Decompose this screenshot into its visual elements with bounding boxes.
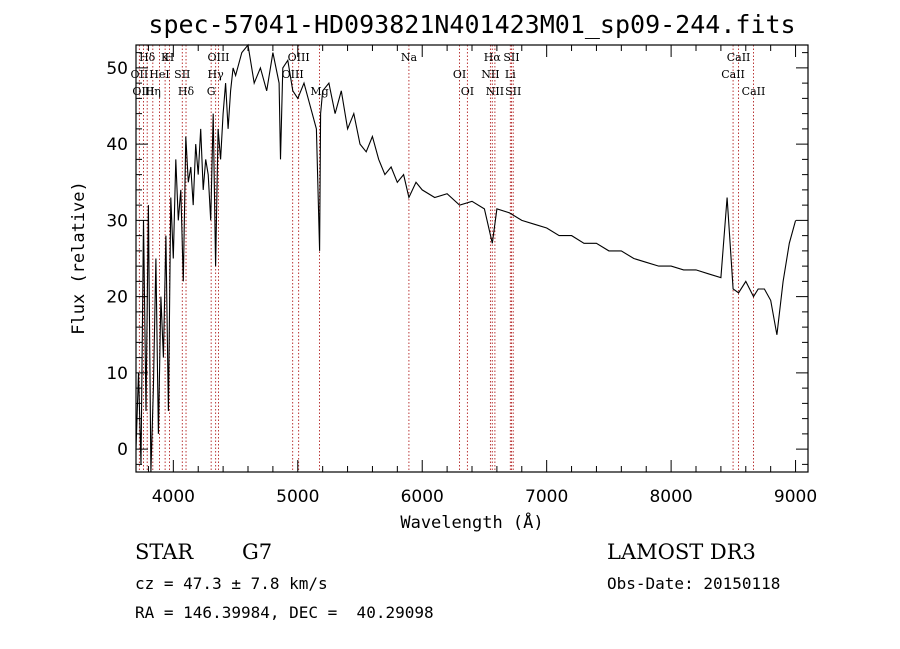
line-label: Hδ: [178, 85, 195, 98]
line-label: Hγ: [208, 68, 225, 81]
x-tick-label: 9000: [774, 487, 817, 507]
line-label: OI: [461, 85, 474, 98]
observation-date: Obs-Date: 20150118: [607, 574, 781, 593]
line-label: CaII: [727, 51, 751, 64]
line-label: Hα: [484, 51, 502, 64]
line-label: Hδ: [139, 51, 156, 64]
line-label: CaII: [721, 68, 745, 81]
line-label: OIII: [207, 51, 229, 64]
spectral-line-labels: HδOIIOIIIKHeIHηHSIIHδOIIIHγGOIIIOIIIMgNa…: [131, 51, 766, 98]
x-tick-label: 5000: [276, 487, 319, 507]
x-tick-label: 4000: [152, 487, 195, 507]
y-tick-label: 50: [106, 59, 128, 79]
spectrum-series-line: [135, 43, 797, 473]
line-label: OIII: [132, 85, 154, 98]
x-tick-label: 6000: [401, 487, 444, 507]
line-label: OII: [131, 68, 149, 81]
line-label: K: [161, 51, 170, 64]
line-label: H: [165, 51, 175, 64]
y-axis-label: Flux (relative): [69, 181, 89, 335]
y-tick-label: 20: [106, 288, 128, 308]
x-axis-label: Wavelength (Å): [400, 511, 543, 533]
sky-coordinates: RA = 146.39984, DEC = 40.29098: [135, 603, 434, 622]
axis-ticks: 4000 5000 6000 7000 8000 9000 0 10 20 30 40 50: [106, 45, 817, 507]
spectral-line-markers: [138, 45, 754, 472]
line-label: NII: [481, 68, 499, 81]
line-label: G: [207, 85, 216, 98]
line-label: SII: [505, 85, 521, 98]
line-label: OI: [453, 68, 466, 81]
y-tick-label: 30: [106, 211, 128, 231]
line-label: NII: [486, 85, 504, 98]
line-label: OIII: [282, 68, 304, 81]
line-label: SII: [503, 51, 519, 64]
chart-title: spec-57041-HD093821N401423M01_sp09-244.f…: [148, 10, 795, 39]
plot-frame: [135, 44, 809, 473]
line-label: HeI: [149, 68, 169, 81]
line-label: CaII: [742, 85, 766, 98]
x-tick-label: 7000: [525, 487, 568, 507]
redshift-velocity: cz = 47.3 ± 7.8 km/s: [135, 574, 328, 593]
x-tick-label: 8000: [649, 487, 692, 507]
object-subclass: G7: [242, 540, 273, 564]
line-label: OIII: [288, 51, 310, 64]
line-label: SII: [174, 68, 190, 81]
object-class: STAR: [135, 540, 194, 564]
line-label: Hη: [145, 85, 161, 98]
y-tick-label: 10: [106, 364, 128, 384]
y-tick-label: 0: [117, 440, 128, 460]
line-label: Li: [505, 68, 516, 81]
y-tick-label: 40: [106, 135, 128, 155]
line-label: Na: [401, 51, 418, 64]
survey-name: LAMOST DR3: [607, 540, 756, 564]
